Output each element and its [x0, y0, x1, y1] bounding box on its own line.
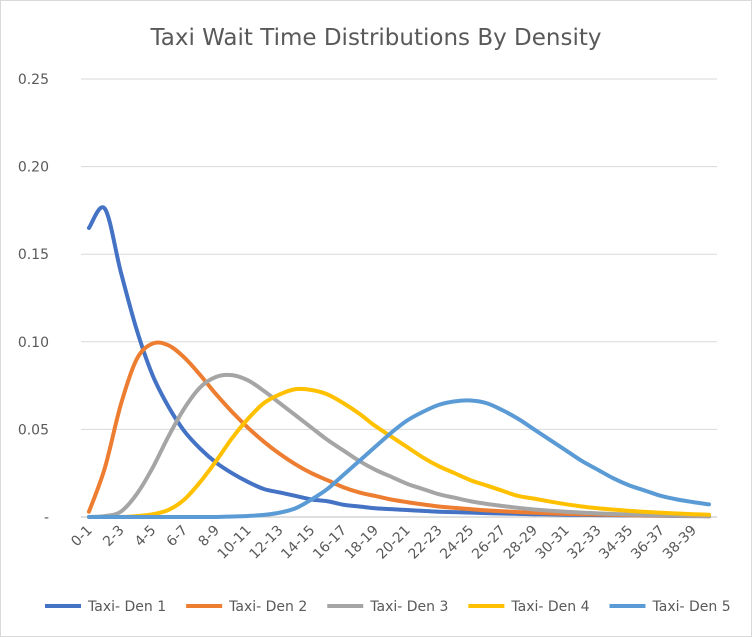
y-tick-label: 0.15 [18, 247, 49, 263]
legend-label: Taxi- Den 2 [228, 599, 307, 615]
series-line-den-5 [86, 398, 712, 520]
x-tick-label: 14-15 [278, 523, 318, 563]
x-tick-label: 26-27 [469, 523, 509, 563]
x-tick-label: 0-1 [68, 523, 95, 550]
x-tick-label: 30-31 [533, 523, 573, 563]
x-tick-label: 36-37 [628, 523, 668, 563]
x-axis-tick-labels: 0-1 2-3 4-5 6-7 8-910-1112-1314-1516-1718-19… [68, 523, 700, 563]
x-tick-label: 18-19 [342, 523, 382, 563]
chart-title: Taxi Wait Time Distributions By Density [150, 25, 602, 51]
series-line-den-4 [86, 386, 712, 520]
gridlines [81, 78, 717, 518]
y-tick-label: 0.25 [18, 72, 49, 88]
series-line-den-3 [86, 372, 712, 519]
y-tick-label: 0.05 [18, 422, 49, 438]
legend-label: Taxi- Den 4 [510, 599, 589, 615]
series-lines [86, 205, 712, 520]
x-tick-label: 16-17 [310, 523, 350, 563]
x-tick-label: 38-39 [660, 523, 700, 563]
y-tick-label: - [44, 510, 49, 526]
x-tick-label: 2-3 [100, 523, 127, 550]
legend-label: Taxi- Den 1 [87, 599, 166, 615]
x-tick-label: 4-5 [132, 523, 159, 550]
y-tick-label: 0.20 [18, 160, 49, 176]
x-tick-label: 10-11 [215, 523, 255, 563]
x-tick-label: 32-33 [564, 523, 604, 563]
x-tick-label: 22-23 [405, 523, 445, 563]
legend-label: Taxi- Den 3 [369, 599, 448, 615]
x-tick-label: 20-21 [374, 523, 414, 563]
x-tick-label: 28-29 [501, 523, 541, 563]
legend-label: Taxi- Den 5 [652, 599, 731, 615]
y-tick-label: 0.10 [18, 335, 49, 351]
series-line-den-1 [86, 205, 712, 519]
legend: Taxi- Den 1 Taxi- Den 2 Taxi- Den 3 Taxi- D… [45, 599, 731, 615]
x-tick-label: 24-25 [437, 523, 477, 563]
x-tick-label: 34-35 [596, 523, 636, 563]
x-tick-label: 6-7 [164, 523, 191, 550]
y-axis-tick-labels: - 0.05 0.10 0.15 0.20 0.25 [18, 72, 49, 526]
x-tick-label: 12-13 [246, 523, 286, 563]
